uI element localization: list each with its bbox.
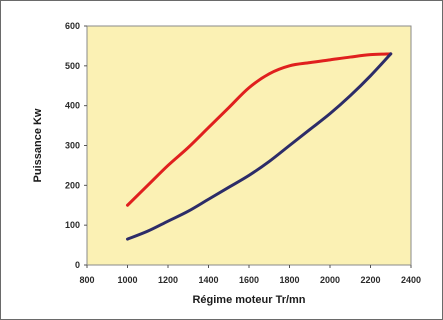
y-axis-title: Puissance Kw (32, 108, 44, 182)
x-axis-ticks: 800 1000 1200 1400 1600 1800 2000 2200 2400 (79, 265, 421, 285)
x-tick-label: 2200 (360, 275, 380, 285)
x-tick-label: 2000 (320, 275, 340, 285)
y-tick-label: 300 (65, 141, 80, 151)
y-tick-label: 600 (65, 21, 80, 31)
x-tick-label: 1200 (158, 275, 178, 285)
x-tick-label: 1600 (239, 275, 259, 285)
y-tick-label: 100 (65, 220, 80, 230)
y-tick-label: 500 (65, 61, 80, 71)
x-tick-label: 800 (79, 275, 94, 285)
x-axis-title: Régime moteur Tr/mn (192, 294, 305, 306)
plot-area (86, 25, 412, 266)
y-tick-label: 0 (75, 260, 80, 270)
y-axis-ticks: 0 100 200 300 400 500 600 (65, 21, 87, 270)
x-tick-label: 1400 (198, 275, 218, 285)
series-lines (126, 52, 393, 241)
x-tick-label: 1800 (279, 275, 299, 285)
y-tick-label: 400 (65, 101, 80, 111)
x-tick-label: 1000 (117, 275, 137, 285)
x-tick-label: 2400 (401, 275, 421, 285)
series-line-dark-blue (126, 52, 393, 241)
y-tick-label: 200 (65, 180, 80, 190)
series-line-red (126, 52, 393, 207)
